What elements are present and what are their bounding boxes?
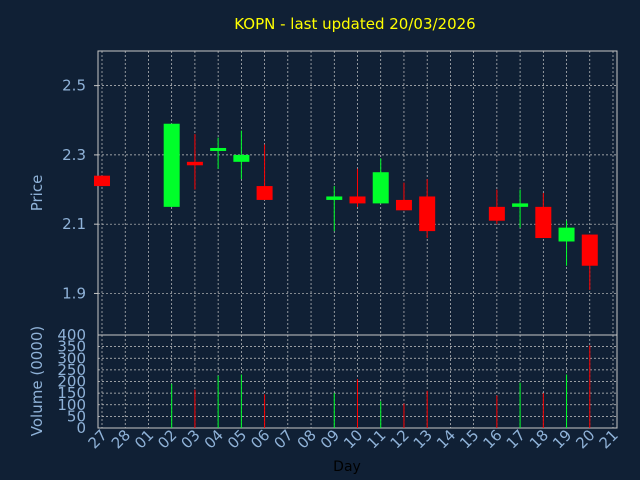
candle-body-down	[186, 161, 203, 166]
candle-body-up	[372, 172, 389, 204]
candle-body-down	[581, 234, 598, 266]
volume-tick-label: 150	[57, 384, 86, 402]
candle-body-down	[488, 206, 505, 221]
day-tick-labels: 2728010203040506070809101112131415161718…	[85, 426, 622, 452]
price-tick-labels: 1.9 2.1 2.3 2.5	[62, 77, 86, 303]
volume-tick-label: 50	[67, 407, 86, 425]
candle-body-down	[94, 175, 110, 187]
volume-tick-label: 400	[57, 326, 86, 344]
volume-bars	[171, 345, 591, 428]
candle-body-up	[233, 154, 250, 162]
candle-body-up	[326, 196, 343, 200]
day-tick-label: 21	[596, 426, 622, 452]
candle-body-down	[419, 196, 436, 232]
price-gridlines	[94, 85, 617, 294]
candle-body-up	[512, 203, 529, 207]
x-axis-label: Day	[333, 459, 361, 475]
chart-title: KOPN - last updated 20/03/2026	[234, 15, 475, 33]
price-tick-label: 2.5	[62, 77, 86, 95]
candle-body-down	[256, 186, 273, 200]
price-tick-label: 2.3	[62, 146, 86, 164]
price-tick-label: 1.9	[62, 284, 86, 302]
day-gridlines	[101, 51, 614, 428]
candle-body-down	[349, 196, 366, 204]
candlestick-series	[94, 123, 598, 290]
volume-tick-label: 300	[57, 349, 86, 367]
volume-tick-label: 0	[76, 419, 86, 437]
candle-body-up	[163, 123, 180, 207]
volume-tick-label: 250	[57, 361, 86, 379]
candle-body-down	[535, 206, 552, 239]
volume-axis-label: Volume (0000)	[28, 326, 46, 436]
price-tick-label: 2.1	[62, 215, 86, 233]
price-axis-label: Price	[28, 175, 46, 212]
candle-body-up	[558, 227, 575, 242]
candle-body-down	[395, 199, 412, 211]
volume-tick-label: 350	[57, 338, 86, 356]
candle-body-up	[210, 147, 227, 151]
volume-tick-label: 200	[57, 373, 86, 391]
volume-tick-label: 100	[57, 396, 86, 414]
